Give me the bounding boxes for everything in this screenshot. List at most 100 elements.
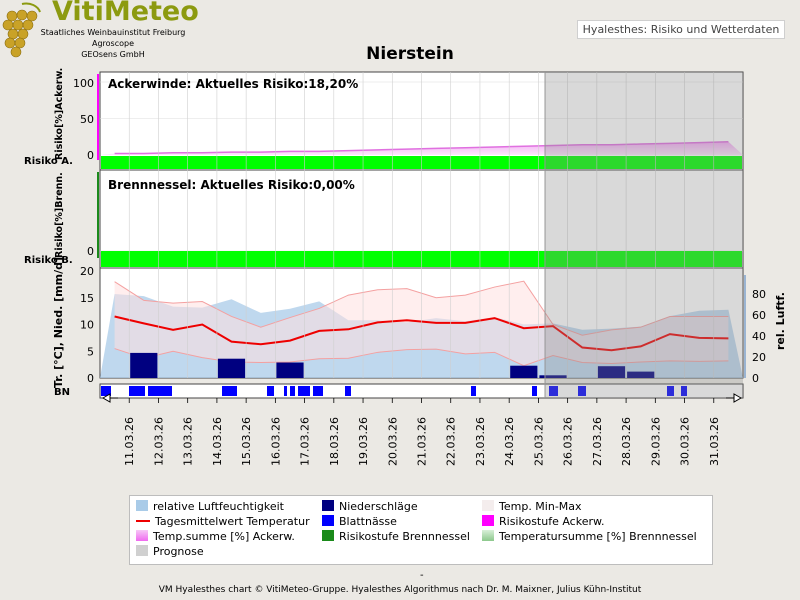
legend-item-leaf-wetness: Blattnässe <box>322 515 397 528</box>
ytick-humidity: 20 <box>752 351 766 364</box>
legend-item-tempsum-acker: Temp.summe [%] Ackerw. <box>136 530 295 543</box>
legend-swatch <box>482 530 494 541</box>
xtick-label: 30.03.26 <box>679 417 692 466</box>
xtick-label: 18.03.26 <box>328 417 341 466</box>
ytick-humidity: 40 <box>752 330 766 343</box>
xtick-label: 15.03.26 <box>240 417 253 466</box>
risk-label-b: Risiko B. <box>24 255 73 266</box>
legend-swatch <box>482 500 494 511</box>
grape-icon <box>2 2 41 58</box>
xtick-label: 13.03.26 <box>182 417 195 466</box>
ytick-brennnessel: 0 <box>87 245 94 258</box>
xtick-label: 26.03.26 <box>562 417 575 466</box>
ytick-temp: 5 <box>87 345 94 358</box>
leaf-wetness-block <box>101 386 111 396</box>
precip-bar <box>217 358 246 378</box>
ytick-temp: 10 <box>80 319 94 332</box>
xtick-label: 11.03.26 <box>123 417 136 466</box>
legend-swatch <box>322 500 334 511</box>
leaf-wetness-block <box>549 386 558 396</box>
xtick-label: 25.03.26 <box>532 417 545 466</box>
logo-line-1: Staatliches Weinbauinstitut Freiburg <box>40 28 186 37</box>
footer-text: VM Hyalesthes chart © VitiMeteo-Gruppe. … <box>158 585 642 595</box>
legend-swatch <box>322 515 334 526</box>
legend-swatch <box>136 545 148 556</box>
ytick-ackerwinde: 50 <box>80 113 94 126</box>
xtick-label: 12.03.26 <box>153 417 166 466</box>
legend-item-precip: Niederschläge <box>322 500 418 513</box>
legend-item-forecast: Prognose <box>136 545 204 558</box>
legend-swatch <box>482 515 494 526</box>
xtick-label: 17.03.26 <box>299 417 312 466</box>
legend-item-minmax: Temp. Min-Max <box>482 500 582 513</box>
scroll-left-icon[interactable] <box>101 393 118 403</box>
leaf-wetness-block <box>313 386 323 396</box>
risk-label-a: Risiko A. <box>24 156 73 167</box>
xtick-label: 29.03.26 <box>649 417 662 466</box>
ytick-humidity: 80 <box>752 288 766 301</box>
xtick-label: 14.03.26 <box>211 417 224 466</box>
xtick-label: 20.03.26 <box>386 417 399 466</box>
leaf-wetness-block <box>681 386 687 396</box>
logo-line-2: Agroscope <box>91 39 135 48</box>
vitimeteo-logo: VitiMeteo Staatliches Weinbauinstitut Fr… <box>0 0 200 62</box>
legend-item-tempsum-brenn: Temperatursumme [%] Brennnessel <box>482 530 697 543</box>
precip-bar <box>276 362 304 378</box>
ytick-temp: 20 <box>80 265 94 278</box>
xtick-label: 28.03.26 <box>620 417 633 466</box>
panel-title-brennnessel: Brennnessel: Aktuelles Risiko:0,00% <box>108 178 355 192</box>
ylabel-weather: Tr. [°C], Nied. [mm/d] <box>52 257 65 388</box>
xtick-label: 21.03.26 <box>416 417 429 466</box>
panel-title-ackerwinde: Ackerwinde: Aktuelles Risiko:18,20% <box>108 77 358 91</box>
legend-item-risk-acker: Risikostufe Ackerw. <box>482 515 604 528</box>
leaf-wetness-block <box>148 386 172 396</box>
precip-bar <box>539 375 567 378</box>
leaf-wetness-block <box>267 386 274 396</box>
leaf-wetness-block <box>284 386 287 396</box>
legend: relative Luftfeuchtigkeit Niederschläge … <box>129 495 713 565</box>
ytick-ackerwinde: 0 <box>87 149 94 162</box>
legend-item-humidity: relative Luftfeuchtigkeit <box>136 500 284 513</box>
footer-dash: - <box>420 570 424 581</box>
xtick-label: 23.03.26 <box>474 417 487 466</box>
xtick-label: 19.03.26 <box>357 417 370 466</box>
xtick-label: 27.03.26 <box>591 417 604 466</box>
precip-bar <box>597 366 626 378</box>
legend-swatch <box>136 520 150 522</box>
legend-item-temp-mean: Tagesmittelwert Temperatur <box>136 515 310 528</box>
logo-line-3: GEOsens GmbH <box>81 50 145 59</box>
logo-title: VitiMeteo <box>52 0 199 27</box>
ylabel-brennnessel: Risiko[%]Brenn. <box>54 172 65 258</box>
xtick-label: 22.03.26 <box>445 417 458 466</box>
precip-bar <box>627 371 655 378</box>
xtick-label: 16.03.26 <box>269 417 282 466</box>
leaf-wetness-block <box>667 386 674 396</box>
xtick-label: 24.03.26 <box>503 417 516 466</box>
ytick-temp: 15 <box>80 292 94 305</box>
leaf-wetness-block <box>298 386 310 396</box>
leaf-wetness-block <box>578 386 586 396</box>
ytick-humidity: 60 <box>752 309 766 322</box>
chart-title: Nierstein <box>366 44 454 64</box>
legend-swatch <box>136 530 148 541</box>
ylabel-ackerwinde: Risiko[%]Ackerw. <box>54 68 65 160</box>
forecast-shading <box>545 72 743 398</box>
leaf-wetness-block <box>290 386 295 396</box>
ytick-temp: 0 <box>87 372 94 385</box>
legend-swatch <box>136 500 148 511</box>
precip-bar <box>510 365 538 378</box>
precip-bar <box>130 352 158 378</box>
leaf-wetness-block <box>129 386 145 396</box>
header-box: Hyalesthes: Risiko und Wetterdaten <box>577 20 785 39</box>
xtick-label: 31.03.26 <box>708 417 721 466</box>
leaf-wetness-block <box>471 386 476 396</box>
legend-swatch <box>322 530 334 541</box>
ytick-humidity: 0 <box>752 372 759 385</box>
leaf-wetness-block <box>222 386 237 396</box>
leaf-wetness-label: BN <box>54 387 70 398</box>
legend-item-risk-brenn: Risikostufe Brennnessel <box>322 530 470 543</box>
leaf-wetness-block <box>345 386 351 396</box>
scroll-right-icon[interactable] <box>726 393 743 403</box>
ytick-ackerwinde: 100 <box>73 77 94 90</box>
